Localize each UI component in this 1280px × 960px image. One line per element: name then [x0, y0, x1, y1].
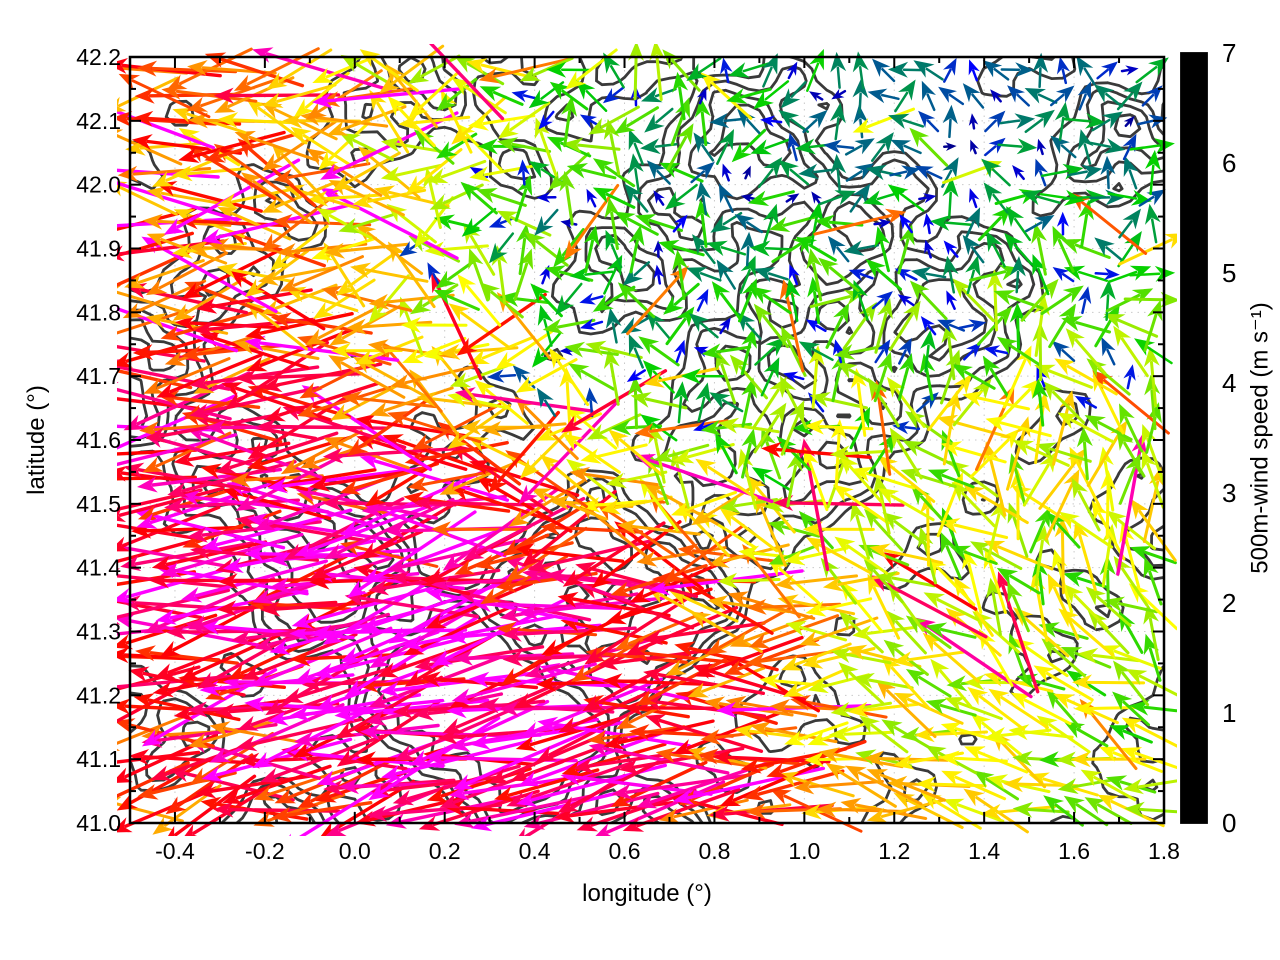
- colorbar-tick-label: 7: [1222, 38, 1236, 68]
- colorbar-title: 500m-wind speed (m s⁻¹): [1246, 302, 1274, 574]
- y-tick-label: 41.0: [76, 810, 121, 836]
- y-tick-label: 41.8: [76, 299, 121, 325]
- y-tick-label: 41.9: [76, 236, 121, 262]
- colorbar-tick-label: 3: [1222, 478, 1236, 508]
- x-tick-label: -0.4: [155, 838, 195, 864]
- axes-layer: [128, 55, 1166, 825]
- colorbar-tick-label: 5: [1222, 258, 1236, 288]
- colorbar-tick-label: 2: [1222, 588, 1236, 618]
- y-tick-label: 42.0: [76, 172, 121, 198]
- y-axis-title: latitude (°): [23, 385, 50, 495]
- x-tick-label: -0.2: [245, 838, 285, 864]
- quiver-layer: [117, 44, 1177, 836]
- x-tick-label: 0.4: [519, 838, 551, 864]
- colorbar-tick-label: 0: [1222, 808, 1236, 838]
- x-tick-label: 0.8: [698, 838, 730, 864]
- x-tick-label: 0.6: [609, 838, 641, 864]
- colorbar-tick-label: 1: [1222, 698, 1236, 728]
- x-tick-label: 1.8: [1148, 838, 1180, 864]
- y-tick-label: 41.2: [76, 682, 121, 708]
- y-tick-label: 41.1: [76, 746, 121, 772]
- y-tick-label: 41.7: [76, 363, 121, 389]
- x-tick-label: 1.0: [788, 838, 820, 864]
- y-tick-label: 41.4: [76, 555, 121, 581]
- colorbar-tick-label: 6: [1222, 148, 1236, 178]
- y-tick-label: 41.5: [76, 491, 121, 517]
- y-tick-label: 42.1: [76, 108, 121, 134]
- x-tick-label: 1.4: [968, 838, 1000, 864]
- colorbar-tick-label: 4: [1222, 368, 1236, 398]
- x-tick-label: 1.6: [1058, 838, 1090, 864]
- y-tick-label: 42.2: [76, 44, 121, 70]
- y-tick-label: 41.6: [76, 427, 121, 453]
- x-tick-label: 0.0: [339, 838, 371, 864]
- x-tick-label: 1.2: [878, 838, 910, 864]
- colorbar: [1180, 52, 1208, 824]
- y-tick-label: 41.3: [76, 619, 121, 645]
- x-axis-title: longitude (°): [582, 880, 712, 907]
- x-tick-label: 0.2: [429, 838, 461, 864]
